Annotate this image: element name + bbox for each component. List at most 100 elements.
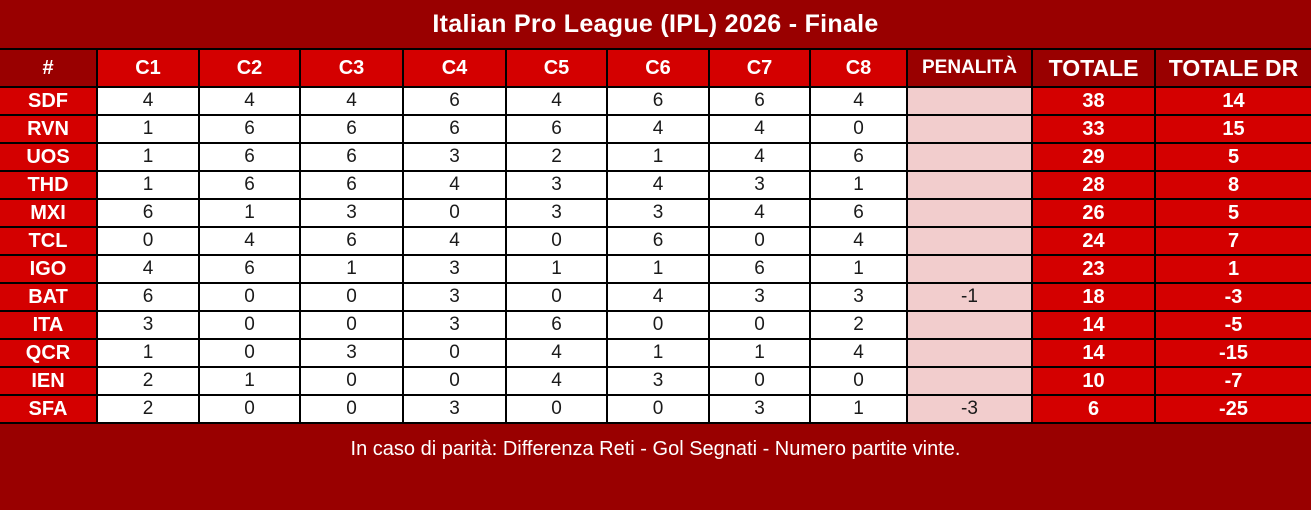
column-header-rank: # bbox=[0, 48, 98, 88]
header-row: # C1 C2 C3 C4 C5 C6 C7 C8 PENALITÀ TOTAL… bbox=[0, 48, 1311, 88]
score-cell-c8: 6 bbox=[809, 142, 908, 172]
score-cell-c8: 1 bbox=[809, 394, 908, 424]
score-cell-c2: 0 bbox=[198, 282, 301, 312]
score-cell-c1: 3 bbox=[96, 310, 200, 340]
score-cell-c3: 6 bbox=[299, 170, 404, 200]
score-cell-c6: 1 bbox=[606, 254, 710, 284]
score-cell-c2: 4 bbox=[198, 226, 301, 256]
score-cell-c6: 6 bbox=[606, 226, 710, 256]
table-row: IGO 4 6 1 3 1 1 6 1 23 1 bbox=[0, 254, 1311, 284]
penalty-cell bbox=[906, 170, 1033, 200]
score-cell-c5: 6 bbox=[505, 310, 608, 340]
table-row: SFA 2 0 0 3 0 0 3 1 -3 6 -25 bbox=[0, 394, 1311, 424]
score-cell-c4: 6 bbox=[402, 86, 507, 116]
score-cell-c2: 0 bbox=[198, 394, 301, 424]
score-cell-c2: 6 bbox=[198, 114, 301, 144]
score-cell-c5: 2 bbox=[505, 142, 608, 172]
score-cell-c4: 3 bbox=[402, 310, 507, 340]
penalty-cell bbox=[906, 338, 1033, 368]
score-cell-c2: 6 bbox=[198, 170, 301, 200]
penalty-cell bbox=[906, 198, 1033, 228]
penalty-cell: -1 bbox=[906, 282, 1033, 312]
score-cell-c6: 0 bbox=[606, 310, 710, 340]
score-cell-c6: 0 bbox=[606, 394, 710, 424]
score-cell-c7: 0 bbox=[708, 310, 811, 340]
score-cell-c1: 1 bbox=[96, 338, 200, 368]
score-cell-c2: 1 bbox=[198, 366, 301, 396]
score-cell-c7: 3 bbox=[708, 282, 811, 312]
score-cell-c7: 6 bbox=[708, 254, 811, 284]
team-code-cell: QCR bbox=[0, 338, 98, 368]
goal-difference-cell: 8 bbox=[1154, 170, 1311, 200]
tiebreaker-note: In caso di parità: Differenza Reti - Gol… bbox=[0, 424, 1311, 474]
score-cell-c3: 3 bbox=[299, 338, 404, 368]
page-title: Italian Pro League (IPL) 2026 - Finale bbox=[0, 0, 1311, 48]
table-row: THD 1 6 6 4 3 4 3 1 28 8 bbox=[0, 170, 1311, 200]
score-cell-c6: 4 bbox=[606, 170, 710, 200]
penalty-cell bbox=[906, 310, 1033, 340]
standings-body: SDF 4 4 4 6 4 6 6 4 38 14 RVN 1 6 6 6 6 4 4 0 33 15 UOS 1 6 6 3 2 1 4… bbox=[0, 86, 1311, 424]
total-cell: 38 bbox=[1031, 86, 1156, 116]
team-code-cell: IEN bbox=[0, 366, 98, 396]
score-cell-c1: 6 bbox=[96, 198, 200, 228]
score-cell-c7: 1 bbox=[708, 338, 811, 368]
score-cell-c3: 0 bbox=[299, 366, 404, 396]
table-row: ITA 3 0 0 3 6 0 0 2 14 -5 bbox=[0, 310, 1311, 340]
score-cell-c5: 1 bbox=[505, 254, 608, 284]
score-cell-c4: 0 bbox=[402, 338, 507, 368]
score-cell-c5: 3 bbox=[505, 170, 608, 200]
penalty-cell bbox=[906, 254, 1033, 284]
total-cell: 14 bbox=[1031, 310, 1156, 340]
score-cell-c6: 1 bbox=[606, 142, 710, 172]
column-header-c3: C3 bbox=[299, 48, 404, 88]
score-cell-c2: 0 bbox=[198, 310, 301, 340]
penalty-cell: -3 bbox=[906, 394, 1033, 424]
score-cell-c3: 0 bbox=[299, 282, 404, 312]
goal-difference-cell: -3 bbox=[1154, 282, 1311, 312]
team-code-cell: SDF bbox=[0, 86, 98, 116]
table-row: RVN 1 6 6 6 6 4 4 0 33 15 bbox=[0, 114, 1311, 144]
score-cell-c5: 0 bbox=[505, 226, 608, 256]
table-row: MXI 6 1 3 0 3 3 4 6 26 5 bbox=[0, 198, 1311, 228]
team-code-cell: IGO bbox=[0, 254, 98, 284]
goal-difference-cell: 7 bbox=[1154, 226, 1311, 256]
score-cell-c1: 2 bbox=[96, 366, 200, 396]
score-cell-c4: 0 bbox=[402, 198, 507, 228]
total-cell: 29 bbox=[1031, 142, 1156, 172]
score-cell-c7: 4 bbox=[708, 114, 811, 144]
score-cell-c6: 4 bbox=[606, 114, 710, 144]
score-cell-c1: 1 bbox=[96, 142, 200, 172]
penalty-cell bbox=[906, 142, 1033, 172]
score-cell-c8: 4 bbox=[809, 86, 908, 116]
total-cell: 6 bbox=[1031, 394, 1156, 424]
score-cell-c8: 0 bbox=[809, 114, 908, 144]
score-cell-c5: 0 bbox=[505, 394, 608, 424]
score-cell-c6: 3 bbox=[606, 366, 710, 396]
score-cell-c6: 3 bbox=[606, 198, 710, 228]
score-cell-c4: 3 bbox=[402, 254, 507, 284]
goal-difference-cell: 5 bbox=[1154, 198, 1311, 228]
score-cell-c5: 4 bbox=[505, 338, 608, 368]
penalty-cell bbox=[906, 114, 1033, 144]
score-cell-c8: 1 bbox=[809, 170, 908, 200]
column-header-c5: C5 bbox=[505, 48, 608, 88]
total-cell: 28 bbox=[1031, 170, 1156, 200]
table-row: QCR 1 0 3 0 4 1 1 4 14 -15 bbox=[0, 338, 1311, 368]
score-cell-c1: 0 bbox=[96, 226, 200, 256]
score-cell-c6: 1 bbox=[606, 338, 710, 368]
score-cell-c3: 6 bbox=[299, 114, 404, 144]
total-cell: 26 bbox=[1031, 198, 1156, 228]
table-row: SDF 4 4 4 6 4 6 6 4 38 14 bbox=[0, 86, 1311, 116]
score-cell-c4: 4 bbox=[402, 170, 507, 200]
column-header-penalty: PENALITÀ bbox=[906, 48, 1033, 88]
score-cell-c7: 3 bbox=[708, 394, 811, 424]
goal-difference-cell: -5 bbox=[1154, 310, 1311, 340]
score-cell-c3: 0 bbox=[299, 310, 404, 340]
score-cell-c5: 3 bbox=[505, 198, 608, 228]
score-cell-c2: 4 bbox=[198, 86, 301, 116]
team-code-cell: MXI bbox=[0, 198, 98, 228]
score-cell-c8: 3 bbox=[809, 282, 908, 312]
column-header-c1: C1 bbox=[96, 48, 200, 88]
penalty-cell bbox=[906, 226, 1033, 256]
score-cell-c7: 0 bbox=[708, 366, 811, 396]
